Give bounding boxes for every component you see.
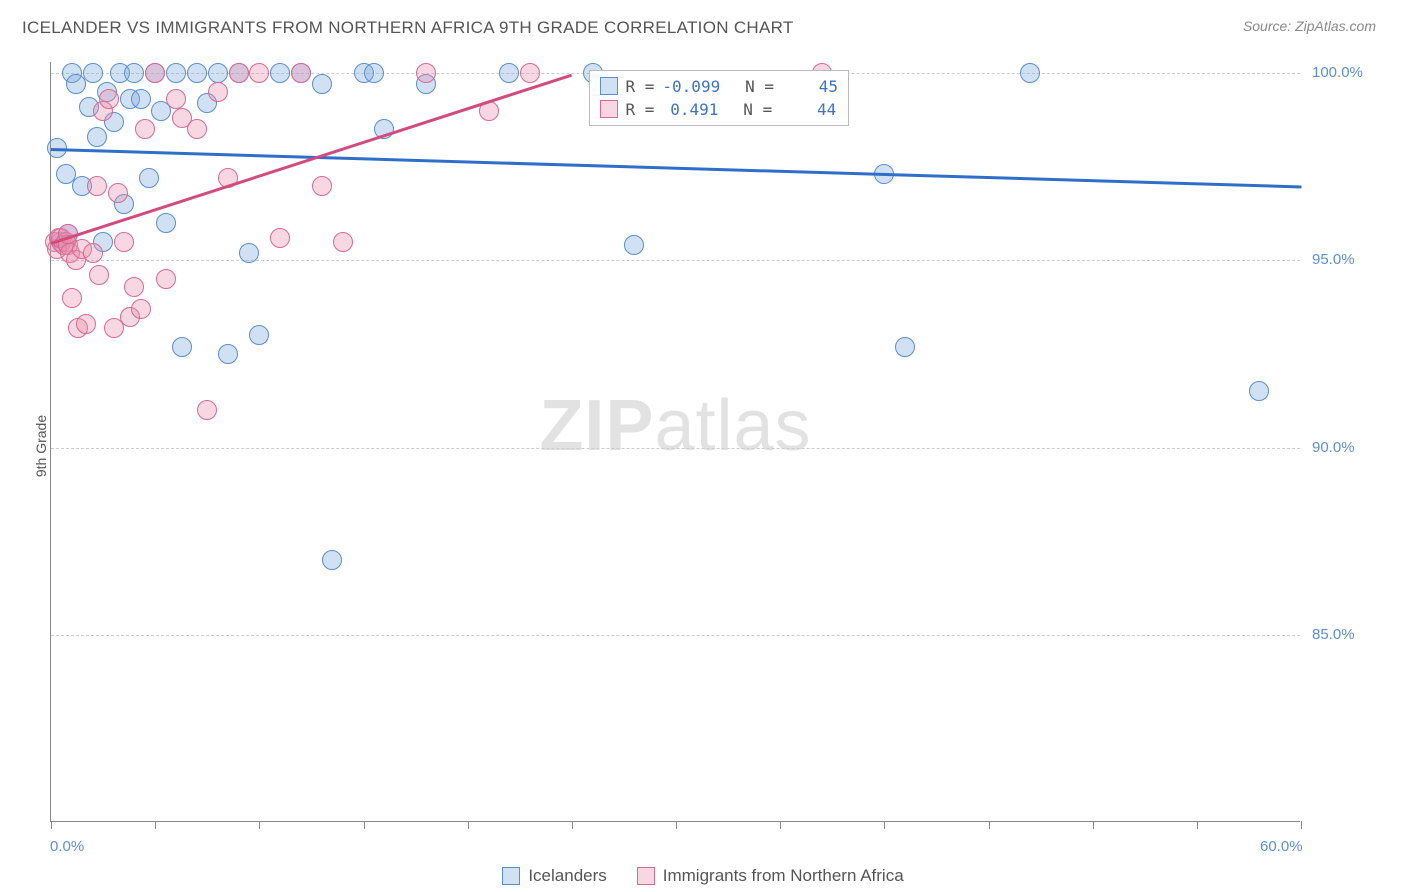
scatter-point: [416, 63, 436, 83]
scatter-point: [166, 63, 186, 83]
x-tick: [884, 821, 885, 829]
scatter-point: [187, 119, 207, 139]
legend-swatch: [502, 867, 520, 885]
scatter-point: [83, 63, 103, 83]
stats-row: R =-0.099 N =45: [600, 75, 839, 98]
legend-swatch: [600, 77, 618, 95]
scatter-point: [156, 269, 176, 289]
x-tick-label: 0.0%: [50, 838, 84, 855]
legend-label: Immigrants from Northern Africa: [663, 866, 904, 886]
legend-swatch: [600, 100, 618, 118]
scatter-point: [124, 63, 144, 83]
legend: Icelanders Immigrants from Northern Afric…: [0, 866, 1406, 886]
scatter-point: [187, 63, 207, 83]
scatter-point: [499, 63, 519, 83]
scatter-point: [89, 265, 109, 285]
x-tick: [259, 821, 260, 829]
y-tick-label: 90.0%: [1312, 439, 1355, 456]
y-tick-label: 85.0%: [1312, 626, 1355, 643]
x-tick: [989, 821, 990, 829]
scatter-point: [312, 74, 332, 94]
watermark: ZIPatlas: [539, 385, 811, 467]
x-tick: [1301, 821, 1302, 829]
scatter-point: [62, 288, 82, 308]
scatter-point: [291, 63, 311, 83]
scatter-point: [166, 89, 186, 109]
scatter-point: [333, 232, 353, 252]
x-tick: [676, 821, 677, 829]
scatter-point: [83, 243, 103, 263]
scatter-point: [131, 299, 151, 319]
scatter-point: [322, 550, 342, 570]
scatter-point: [229, 63, 249, 83]
scatter-point: [312, 176, 332, 196]
scatter-point: [139, 168, 159, 188]
scatter-point: [131, 89, 151, 109]
scatter-point: [172, 337, 192, 357]
scatter-point: [364, 63, 384, 83]
scatter-point: [76, 314, 96, 334]
scatter-point: [197, 400, 217, 420]
scatter-point: [218, 344, 238, 364]
scatter-point: [99, 89, 119, 109]
correlation-stats-box: R =-0.099 N =45R =0.491 N =44: [589, 70, 850, 126]
stats-row: R =0.491 N =44: [600, 98, 839, 121]
scatter-point: [270, 228, 290, 248]
legend-item: Immigrants from Northern Africa: [637, 866, 904, 886]
scatter-point: [135, 119, 155, 139]
x-tick: [1197, 821, 1198, 829]
y-tick-label: 95.0%: [1312, 251, 1355, 268]
scatter-point: [87, 176, 107, 196]
scatter-point: [145, 63, 165, 83]
scatter-point: [624, 235, 644, 255]
x-tick: [780, 821, 781, 829]
scatter-point: [87, 127, 107, 147]
x-tick: [51, 821, 52, 829]
scatter-point: [239, 243, 259, 263]
r-value: 0.491: [662, 100, 718, 119]
scatter-point: [156, 213, 176, 233]
x-tick: [155, 821, 156, 829]
scatter-point: [270, 63, 290, 83]
scatter-point: [1249, 381, 1269, 401]
legend-swatch: [637, 867, 655, 885]
scatter-point: [124, 277, 144, 297]
scatter-point: [249, 63, 269, 83]
plot-area: ZIPatlas R =-0.099 N =45R =0.491 N =44: [50, 62, 1300, 822]
x-tick-label: 60.0%: [1260, 838, 1303, 855]
scatter-point: [108, 183, 128, 203]
scatter-point: [520, 63, 540, 83]
r-value: -0.099: [662, 77, 720, 96]
x-tick: [1093, 821, 1094, 829]
scatter-point: [1020, 63, 1040, 83]
gridline-h: [51, 635, 1300, 636]
scatter-point: [895, 337, 915, 357]
scatter-point: [114, 232, 134, 252]
n-value: 44: [780, 100, 836, 119]
chart-title: ICELANDER VS IMMIGRANTS FROM NORTHERN AF…: [22, 18, 794, 38]
source-attribution: Source: ZipAtlas.com: [1243, 18, 1376, 34]
scatter-point: [208, 82, 228, 102]
legend-item: Icelanders: [502, 866, 606, 886]
x-tick: [364, 821, 365, 829]
y-axis-label: 9th Grade: [33, 415, 49, 477]
gridline-h: [51, 260, 1300, 261]
legend-label: Icelanders: [528, 866, 606, 886]
scatter-point: [208, 63, 228, 83]
n-value: 45: [782, 77, 838, 96]
x-tick: [468, 821, 469, 829]
gridline-h: [51, 448, 1300, 449]
y-tick-label: 100.0%: [1312, 64, 1363, 81]
x-tick: [572, 821, 573, 829]
scatter-point: [249, 325, 269, 345]
